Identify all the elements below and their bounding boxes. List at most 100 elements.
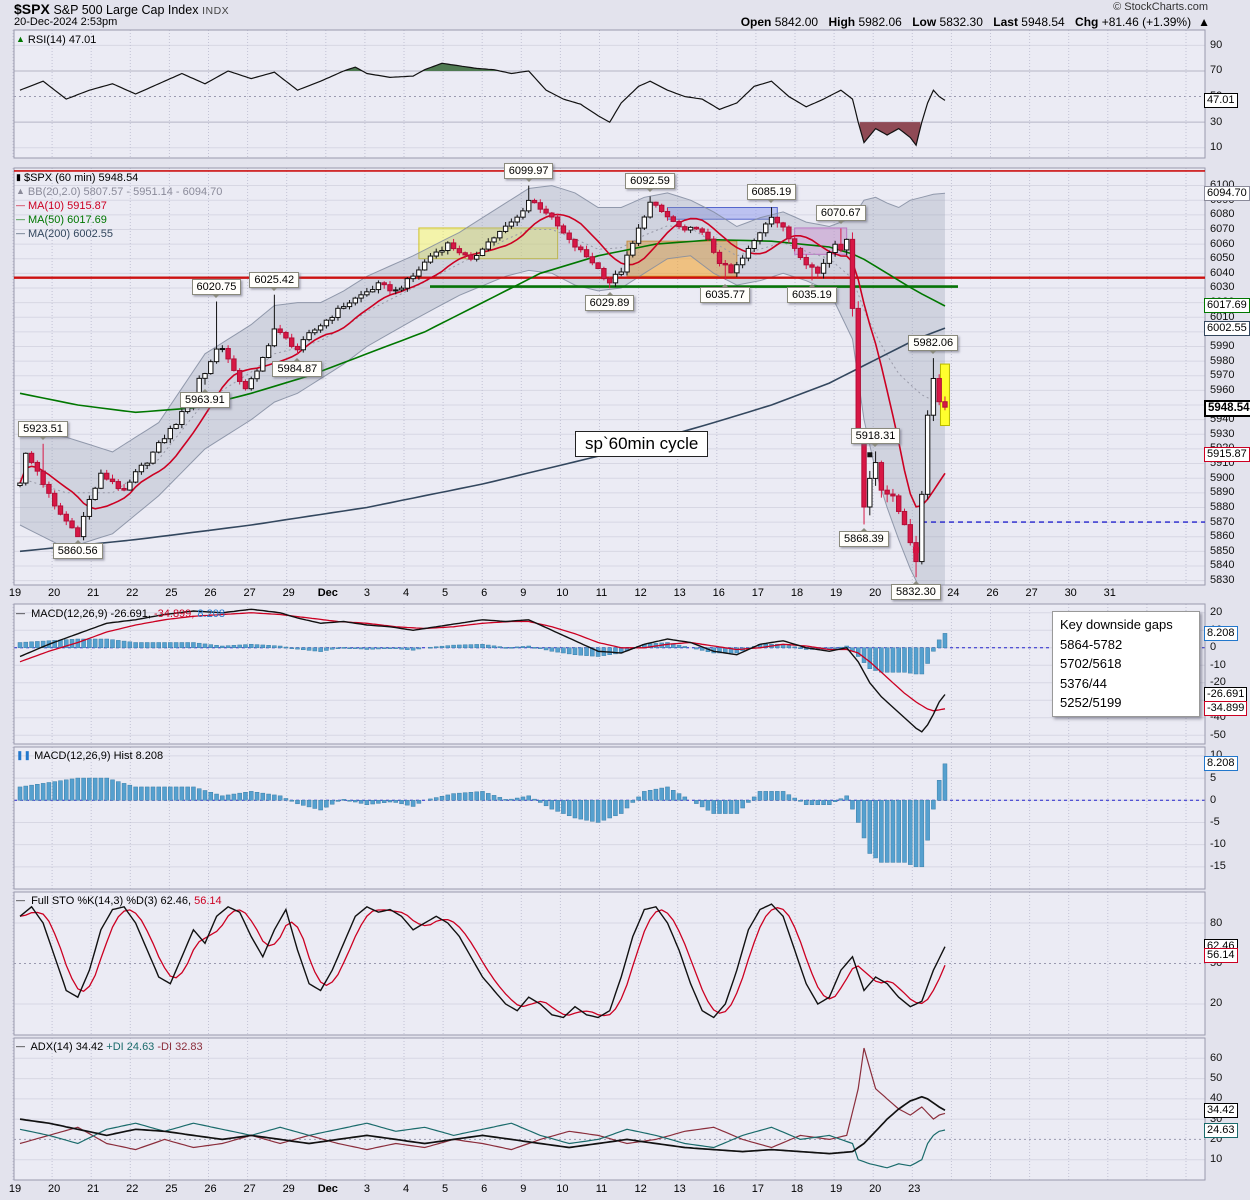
date-label-bottom: 20 <box>47 1183 61 1195</box>
date-label-bottom: Dec <box>317 1183 338 1195</box>
hist-tick: -5 <box>1210 815 1220 828</box>
price-axis-pill: 6094.70 <box>1204 185 1250 201</box>
price-callout: 6035.19 <box>786 284 837 304</box>
date-label-top: 30 <box>1064 587 1077 599</box>
rsi-legend-icon: ▲ <box>16 34 25 44</box>
macd-tick: 20 <box>1210 606 1223 619</box>
adx-plot-area[interactable] <box>14 1038 1205 1180</box>
price-tick: 5860 <box>1210 530 1235 543</box>
chart-header: $SPX S&P 500 Large Cap Index INDX <box>14 1 229 17</box>
date-label-bottom: 21 <box>87 1183 100 1195</box>
date-label-top: 19 <box>8 587 22 599</box>
price-axis-pill: 6017.69 <box>1204 298 1250 314</box>
macd-plot-area[interactable] <box>14 604 1205 744</box>
ma200-legend-text: MA(200) 6002.55 <box>28 228 113 240</box>
adx-line-icon: — <box>16 1041 25 1051</box>
macd-tick: -20 <box>1210 676 1226 689</box>
price-tick: 6080 <box>1210 208 1235 221</box>
cycle-annotation-box: sp`60min cycle <box>575 431 709 457</box>
stockcharts-link[interactable]: © StockCharts.com <box>1113 1 1208 13</box>
high-value: 5982.06 <box>858 15 902 29</box>
macd-tick: -50 <box>1210 728 1226 741</box>
date-label-bottom: 11 <box>595 1183 608 1195</box>
macd-axis-pill: -34.899 <box>1204 701 1248 717</box>
date-label-bottom: 4 <box>402 1183 410 1195</box>
price-callout: 6025.42 <box>249 271 300 291</box>
bb-legend-text: BB(20,2.0) 5807.57 - 5951.14 - 6094.70 <box>27 186 223 198</box>
price-callout: 5868.39 <box>839 528 889 548</box>
symbol-name: S&P 500 Large Cap Index <box>53 3 199 17</box>
rsi-tick: 30 <box>1210 115 1223 128</box>
price-plot-area[interactable] <box>14 168 1205 585</box>
low-label: Low <box>912 15 937 29</box>
price-callout: 5860.56 <box>52 539 103 559</box>
adx-tick: 40 <box>1210 1092 1223 1105</box>
last-value: 5948.54 <box>1021 15 1065 29</box>
plus-di-value: +DI 24.63 <box>106 1041 155 1053</box>
last-label: Last <box>993 15 1018 29</box>
price-tick: 5890 <box>1210 486 1235 499</box>
date-label-bottom: 22 <box>126 1183 139 1195</box>
date-label-bottom: 16 <box>712 1183 725 1195</box>
price-tick: 6030 <box>1210 281 1235 294</box>
rsi-legend-text: RSI(14) 47.01 <box>27 34 97 46</box>
sto-panel <box>19 903 946 1019</box>
date-label-bottom: 25 <box>165 1183 178 1195</box>
rsi-tick: 10 <box>1210 141 1223 154</box>
macd-value: -26.691, <box>110 608 151 620</box>
price-callout: 6070.67 <box>815 205 866 225</box>
date-label-bottom: 27 <box>243 1183 256 1195</box>
price-tick: 6010 <box>1210 310 1235 323</box>
high-label: High <box>828 15 856 29</box>
date-label-top: 20 <box>869 587 882 599</box>
sto-label: Full STO %K(14,3) %D(3) <box>31 895 158 907</box>
price-callout: 5982.06 <box>908 335 959 355</box>
macd-hist-panel <box>17 763 948 868</box>
price-tick: 5900 <box>1210 471 1235 484</box>
sto-legend: — Full STO %K(14,3) %D(3) 62.46, 56.14 <box>16 894 222 908</box>
chg-value: +81.46 (+1.39%) <box>1101 15 1192 29</box>
chg-label: Chg <box>1075 15 1099 29</box>
date-label-top: 10 <box>556 587 569 599</box>
date-label-bottom: 17 <box>751 1183 765 1195</box>
ohlc-readout: Open 5842.00 High 5982.06 Low 5832.30 La… <box>741 15 1210 29</box>
price-tick: 6040 <box>1210 266 1235 279</box>
ma200-icon: — <box>16 228 25 238</box>
date-label-bottom: 13 <box>673 1183 686 1195</box>
macd-tick: -10 <box>1210 658 1226 671</box>
date-label-top: 4 <box>402 587 410 599</box>
date-label-bottom: 9 <box>520 1183 527 1195</box>
date-label-bottom: 10 <box>556 1183 569 1195</box>
price-tick: 5990 <box>1210 340 1235 352</box>
price-callout: 5963.91 <box>179 388 230 408</box>
red-square-marker <box>912 546 920 553</box>
adx-legend: — ADX(14) 34.42 +DI 24.63 -DI 32.83 <box>16 1040 203 1054</box>
macd-axis-pill: 8.208 <box>1204 625 1238 641</box>
sto-d-value: 56.14 <box>194 895 222 907</box>
date-label-top: 21 <box>87 587 100 599</box>
adx-axis-pill: 24.63 <box>1204 1122 1238 1138</box>
date-label-top: 5 <box>442 587 449 599</box>
sto-k-value: 62.46, <box>160 895 192 907</box>
hist-tick: 0 <box>1210 793 1217 806</box>
adx-tick: 50 <box>1210 1072 1223 1085</box>
ma50-legend-text: MA(50) 6017.69 <box>28 214 107 226</box>
macd-signal-value: -34.899, <box>153 608 195 620</box>
macd-line-icon: — <box>16 608 25 618</box>
candles <box>17 185 948 578</box>
date-label-bottom: 18 <box>790 1183 804 1195</box>
price-callout: 6099.97 <box>503 162 554 182</box>
rsi-plot-area[interactable] <box>14 30 1205 158</box>
hist-axis-pill: 8.208 <box>1204 756 1238 772</box>
price-callout: 6020.75 <box>191 278 242 298</box>
candlestick-icon: ▮ <box>16 172 21 182</box>
price-tick: 5840 <box>1210 559 1235 572</box>
price-axis-pill: 6002.55 <box>1204 320 1250 336</box>
open-value: 5842.00 <box>774 15 819 29</box>
rsi-tick: 90 <box>1210 38 1223 51</box>
hist-tick: 5 <box>1210 771 1217 784</box>
date-label-bottom: 12 <box>634 1183 647 1195</box>
price-callout: 5918.31 <box>850 428 901 448</box>
